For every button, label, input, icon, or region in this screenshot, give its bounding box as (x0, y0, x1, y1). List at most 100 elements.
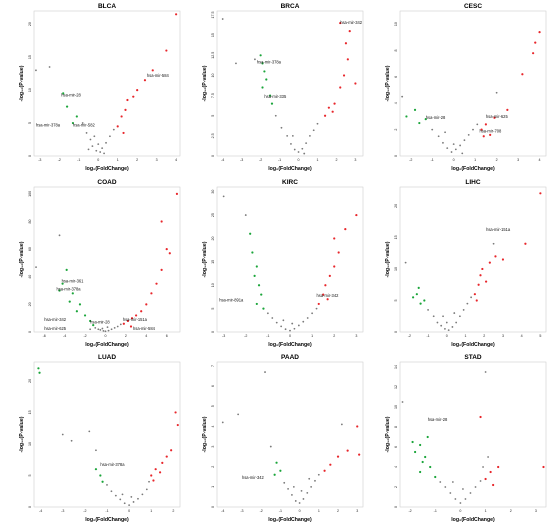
x-tick-label: 2 (172, 509, 174, 513)
data-point-up (355, 213, 358, 217)
data-point-down (275, 461, 278, 464)
data-point-down (263, 70, 266, 73)
panel-luad: LUAD-4 -3 -2 -1 0 1 205101520log₂(FoldChange)-… (19, 354, 181, 523)
data-point-up (160, 268, 163, 271)
data-point-ns (106, 484, 108, 486)
data-point-up (521, 73, 524, 76)
data-point-up (497, 465, 500, 469)
x-tick-label: 0 (298, 158, 300, 162)
data-point-up (155, 282, 158, 285)
panel-blca: BLCA -3 -2 -1 0 1 2 3 4 0 5 10 15 20 log₂(FoldChange) -… (19, 3, 181, 172)
plot-frame (399, 361, 547, 508)
data-point-up (348, 30, 351, 33)
data-point-up (130, 317, 134, 320)
y-axis-label: -log₁₀(P-value) (385, 65, 391, 101)
data-point-ns (404, 261, 407, 264)
data-point-ns (112, 128, 115, 131)
x-tick-label: 3 (517, 158, 519, 162)
x-tick-label: -1 (431, 158, 434, 162)
data-point-ns (315, 307, 318, 310)
data-point-up (484, 477, 487, 481)
data-point-up (122, 131, 125, 135)
mirna-annotation: hsa-mir-28 (426, 115, 446, 120)
y-tick-label: 30 (211, 190, 215, 194)
data-point-down (65, 268, 68, 271)
data-point-down (411, 440, 414, 444)
data-point-down (89, 319, 92, 323)
y-axis-label: -log₁₀(P-value) (385, 241, 391, 277)
x-tick-label: -1 (278, 158, 281, 162)
data-point-ns (95, 449, 97, 452)
x-axis-label: log₂(FoldChange) (451, 166, 495, 172)
data-point-ns (466, 302, 469, 305)
data-point-ns (235, 62, 237, 65)
data-point-up (160, 220, 163, 223)
x-tick-label: 5 (539, 334, 541, 338)
data-point-ns (450, 151, 453, 153)
data-point-up (126, 319, 130, 323)
data-point-up (161, 461, 164, 464)
data-point-ns (316, 122, 319, 125)
data-point-ns (282, 319, 285, 322)
data-point-ns (463, 139, 466, 142)
y-axis-label: -log₁₀(P-value) (385, 416, 391, 452)
data-point-down (71, 121, 75, 125)
data-point-ns (446, 147, 449, 149)
mirna-annotation: hsa-mir-891a (219, 298, 244, 303)
plot-frame (399, 186, 547, 333)
data-point-ns (107, 329, 110, 332)
data-point-down (424, 455, 427, 459)
data-point-up (336, 455, 340, 458)
data-point-ns (287, 487, 289, 490)
y-tick-label: 15 (211, 260, 215, 264)
y-tick-label: 0 (211, 155, 215, 157)
data-point-ns (458, 315, 461, 318)
data-point-ns (469, 492, 472, 494)
y-tick-label: 0 (28, 155, 32, 157)
data-point-down (260, 293, 263, 296)
data-point-ns (454, 498, 457, 500)
data-point-ns (482, 466, 484, 468)
data-point-down (270, 102, 274, 105)
x-tick-label: -3 (38, 158, 41, 162)
y-tick-label: 2 (394, 129, 398, 131)
mirna-annotation: hsa-mir-625 (44, 326, 67, 331)
y-tick-label: 6 (394, 446, 398, 448)
y-tick-label: 15 (211, 33, 215, 37)
data-point-ns (317, 473, 320, 476)
mirna-annotation: hsa-mir-584 (147, 73, 170, 78)
data-point-down (424, 117, 427, 121)
x-tick-label: -1 (105, 509, 108, 513)
data-point-down (423, 299, 426, 302)
data-point-up (494, 255, 497, 258)
data-point-down (405, 115, 408, 118)
x-tick-label: -1 (426, 334, 429, 338)
y-tick-label: 2 (211, 466, 215, 468)
data-point-up (322, 293, 325, 296)
data-point-ns (141, 493, 144, 496)
data-point-ns (89, 138, 92, 141)
data-point-down (255, 265, 258, 268)
y-axis-label: -log₁₀(P-value) (202, 241, 208, 277)
data-point-down (415, 293, 418, 296)
data-point-up (176, 423, 179, 427)
data-point-down (92, 323, 95, 327)
data-point-ns (291, 134, 294, 137)
mirna-annotation: hsa-mir-625 (486, 114, 509, 119)
panel-kirc: KIRC-3 -2 -1 0 1 2 3051015202530log₂(FoldChang… (202, 179, 364, 348)
y-tick-label: 7.5 (211, 93, 215, 98)
data-point-ns (447, 329, 450, 332)
x-tick-label: 1 (117, 158, 119, 162)
panel-cesc: CESC -2 -1 0 1 2 3 4 0 2 4 6 8 10 log₂(FoldChange) -log… (385, 3, 547, 172)
data-point-up (542, 465, 545, 469)
x-tick-label: 3 (156, 158, 158, 162)
data-point-up (358, 453, 361, 456)
data-point-ns (137, 497, 139, 500)
mirna-annotation: hsa-mir-378a (100, 462, 125, 467)
data-point-up (333, 237, 336, 240)
x-tick-label: 3 (355, 334, 357, 338)
data-point-up (337, 251, 340, 254)
x-tick-label: 2 (136, 158, 138, 162)
data-point-ns (293, 327, 296, 330)
y-tick-label: 80 (28, 220, 32, 224)
